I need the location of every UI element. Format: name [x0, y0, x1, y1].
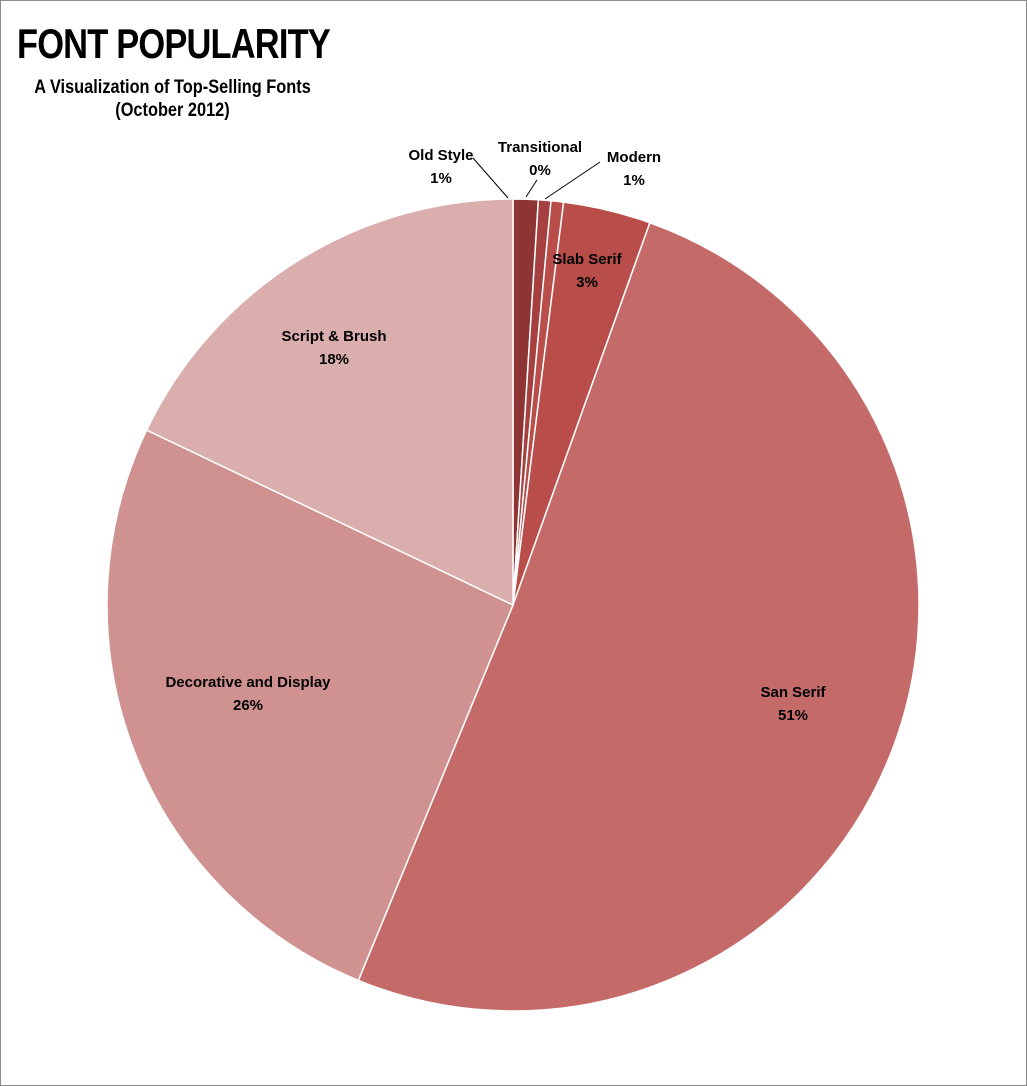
leader-line	[544, 161, 601, 200]
leader-line	[525, 179, 538, 198]
chart-title: FONT POPULARITY	[17, 20, 331, 67]
leader-line	[472, 157, 509, 199]
slice-label: San Serif 51%	[760, 684, 826, 724]
slice-label: Modern 1%	[607, 149, 661, 189]
chart-subtitle: A Visualization of Top-Selling Fonts (Oc…	[24, 76, 321, 122]
slice-label: Decorative and Display 26%	[165, 674, 331, 714]
slice-label: Transitional 0%	[498, 139, 582, 179]
pie-slice-decorative-and-display	[106, 429, 514, 982]
slice-label: Slab Serif 3%	[552, 251, 622, 291]
pie-slice-script-brush	[145, 198, 514, 607]
pie-slice-san-serif	[357, 221, 920, 1012]
slice-label: Script & Brush 18%	[281, 328, 386, 368]
slice-label: Old Style 1%	[408, 147, 473, 187]
subtitle-line-2: (October 2012)	[115, 100, 230, 121]
subtitle-line-1: A Visualization of Top-Selling Fonts	[34, 77, 311, 98]
